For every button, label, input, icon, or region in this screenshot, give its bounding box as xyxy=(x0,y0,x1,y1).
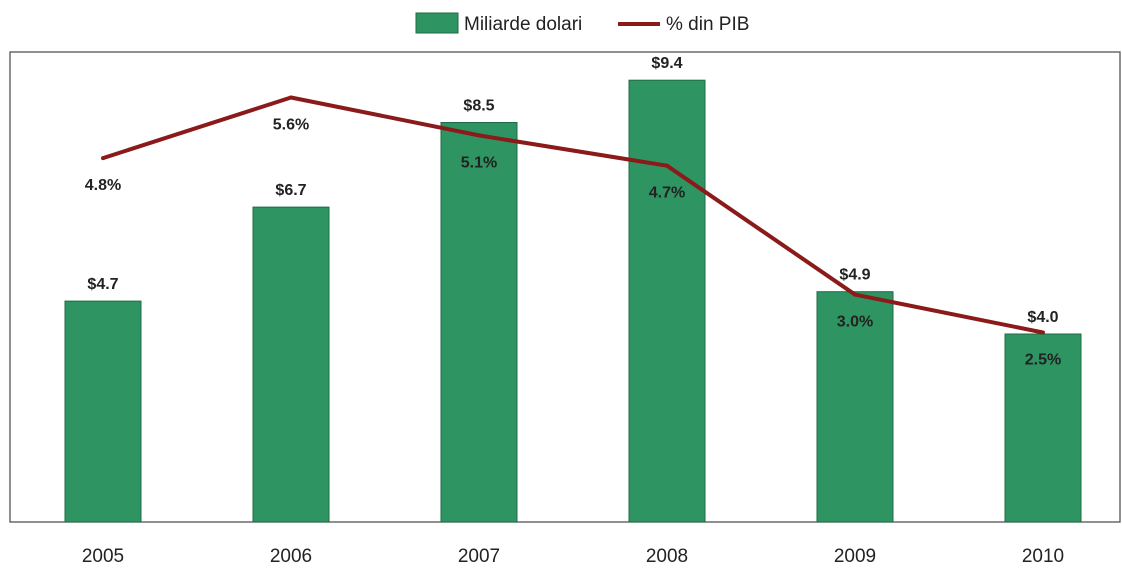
line-point-2007 xyxy=(477,133,481,138)
bar-value-label-2005: $4.7 xyxy=(87,276,118,293)
line-value-label-2008: 4.7% xyxy=(649,185,685,202)
legend-label-line: % din PIB xyxy=(666,14,749,35)
legend-swatch-bars xyxy=(415,12,459,34)
x-tick-2007: 2007 xyxy=(458,546,500,567)
x-tick-2006: 2006 xyxy=(270,546,312,567)
plot-area xyxy=(9,51,1121,523)
line-point-2005 xyxy=(101,156,105,161)
line-layer xyxy=(101,95,1045,335)
x-tick-2010: 2010 xyxy=(1022,546,1064,567)
line-point-2010 xyxy=(1041,330,1045,335)
bar-2008 xyxy=(628,79,706,523)
line-value-label-2007: 5.1% xyxy=(461,154,497,171)
line-point-2008 xyxy=(665,163,669,168)
bar-2006 xyxy=(252,206,330,523)
line-value-label-2006: 5.6% xyxy=(273,116,309,133)
bar-value-label-2009: $4.9 xyxy=(839,267,870,284)
line-value-label-2009: 3.0% xyxy=(837,314,873,331)
x-tick-labels: 2005 2006 2007 2008 2009 2010 xyxy=(82,546,1064,567)
x-tick-2008: 2008 xyxy=(646,546,688,567)
line-value-label-2005: 4.8% xyxy=(85,177,121,194)
bar-2009 xyxy=(816,291,894,523)
legend: Miliarde dolari % din PIB xyxy=(415,12,749,35)
labels-layer: $4.7 $6.7 $8.5 $9.4 $4.9 $4.0 4.8% 5.6% 5.1% 4.7%… xyxy=(85,55,1061,368)
x-tick-2009: 2009 xyxy=(834,546,876,567)
bar-2005 xyxy=(64,300,142,523)
bar-value-label-2006: $6.7 xyxy=(275,182,306,199)
bar-value-label-2008: $9.4 xyxy=(651,55,682,72)
line-point-2009 xyxy=(853,292,857,297)
legend-label-bars: Miliarde dolari xyxy=(464,14,582,35)
line-pct-gdp xyxy=(102,95,1044,335)
bar-value-label-2007: $8.5 xyxy=(463,98,494,115)
bars-layer xyxy=(64,79,1082,523)
x-tick-2005: 2005 xyxy=(82,546,124,567)
bar-value-label-2010: $4.0 xyxy=(1027,309,1058,326)
bar-2010 xyxy=(1004,333,1082,523)
line-point-2006 xyxy=(289,95,293,100)
line-value-label-2010: 2.5% xyxy=(1025,351,1061,368)
bar-2007 xyxy=(440,122,518,523)
